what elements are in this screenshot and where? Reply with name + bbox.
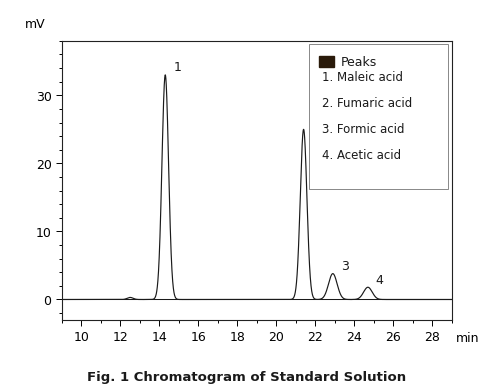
Text: 3. Formic acid: 3. Formic acid (322, 123, 405, 135)
Text: 4. Acetic acid: 4. Acetic acid (322, 149, 402, 161)
Y-axis label: mV: mV (24, 17, 45, 31)
FancyBboxPatch shape (309, 45, 448, 189)
Text: 2. Fumaric acid: 2. Fumaric acid (322, 97, 412, 110)
Text: 3: 3 (340, 260, 348, 272)
Text: 1: 1 (174, 61, 182, 74)
Text: Peaks: Peaks (341, 56, 377, 69)
Text: 1. Maleic acid: 1. Maleic acid (322, 71, 403, 84)
Text: min: min (455, 331, 479, 344)
Text: 4: 4 (375, 273, 383, 286)
Text: Fig. 1 Chromatogram of Standard Solution: Fig. 1 Chromatogram of Standard Solution (87, 370, 407, 383)
Text: 2: 2 (312, 116, 320, 128)
Bar (319, 57, 334, 68)
